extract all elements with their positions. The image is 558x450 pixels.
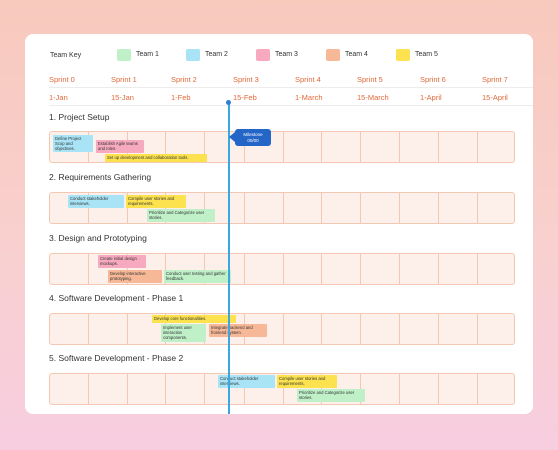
section-title: 2. Requirements Gathering (49, 172, 152, 182)
task-card[interactable]: Create initial design mockups. (98, 255, 146, 268)
task-card[interactable]: Develop interactive prototyping. (108, 270, 162, 283)
team-1-swatch (117, 49, 131, 61)
sprint-header: Sprint 5 (357, 75, 383, 84)
team-2-swatch (186, 49, 200, 61)
team-1-label: Team 1 (136, 51, 159, 58)
milestone-label: Milestone (243, 132, 263, 137)
header-divider (49, 87, 533, 88)
task-card[interactable]: Conduct stakeholder interviews. (68, 195, 124, 208)
task-card[interactable]: Integrate backend and frontend system. (209, 324, 267, 337)
date-header: 15-Feb (233, 93, 257, 102)
task-card[interactable]: Compile user stories and requirements. (277, 375, 337, 388)
section-timeline-row (49, 373, 515, 405)
team-key-label: Team Key (50, 52, 82, 59)
sprint-header: Sprint 1 (111, 75, 137, 84)
sprint-header: Sprint 4 (295, 75, 321, 84)
task-card[interactable]: Define Project Scop and objectives. (53, 135, 93, 152)
team-3-swatch (256, 49, 270, 61)
task-card[interactable]: Set up development and collaboration too… (105, 154, 207, 162)
task-card[interactable]: Prioritize and Categorize user stories. (297, 389, 365, 402)
date-header: 15-Jan (111, 93, 134, 102)
milestone-value: 00/00 (247, 137, 259, 143)
task-card[interactable]: Establish Agile teams and roles. (96, 140, 144, 153)
sprint-header: Sprint 7 (482, 75, 508, 84)
date-header: 15-April (482, 93, 508, 102)
sprint-header: Sprint 3 (233, 75, 259, 84)
roadmap-card: Team Key Team 1 Team 2 Team 3 Team 4 Tea… (25, 34, 533, 414)
section-title: 3. Design and Prototyping (49, 233, 147, 243)
date-header: 1-Feb (171, 93, 191, 102)
team-3-label: Team 3 (275, 51, 298, 58)
team-4-swatch (326, 49, 340, 61)
task-card[interactable]: Prioritize and Categorize user stories. (147, 209, 215, 222)
team-4-label: Team 4 (345, 51, 368, 58)
sprint-header: Sprint 6 (420, 75, 446, 84)
today-marker-line (228, 102, 230, 414)
section-timeline-row (49, 313, 515, 345)
section-title: 4. Software Development - Phase 1 (49, 293, 184, 303)
date-header: 1-March (295, 93, 323, 102)
milestone-flag[interactable]: Milestone 00/00 (229, 129, 271, 146)
date-header: 15-March (357, 93, 389, 102)
task-card[interactable]: Compile user stories and requirements. (126, 195, 186, 208)
task-card[interactable]: Develop core functionalities. (152, 315, 236, 323)
section-title: 1. Project Setup (49, 112, 110, 122)
team-2-label: Team 2 (205, 51, 228, 58)
sprint-header: Sprint 0 (49, 75, 75, 84)
task-card[interactable]: Conduct user testing and gather feedback… (164, 270, 231, 283)
task-card[interactable]: Conduct stakeholder interviews. (218, 375, 275, 388)
team-5-label: Team 5 (415, 51, 438, 58)
task-card[interactable]: Implement user interaction components. (161, 324, 206, 342)
section-title: 5. Software Development - Phase 2 (49, 353, 184, 363)
sprint-header: Sprint 2 (171, 75, 197, 84)
today-marker-dot (226, 100, 231, 105)
team-5-swatch (396, 49, 410, 61)
header-divider (49, 105, 533, 106)
date-header: 1-Jan (49, 93, 68, 102)
date-header: 1-April (420, 93, 442, 102)
